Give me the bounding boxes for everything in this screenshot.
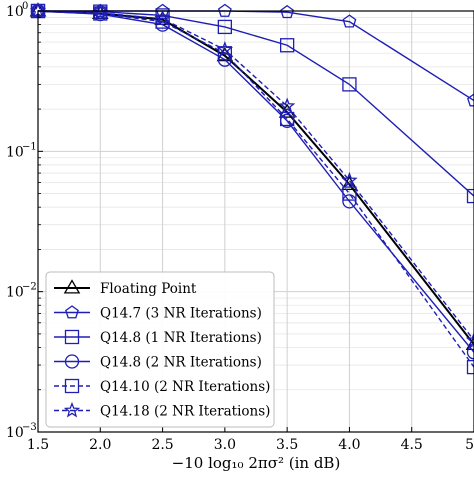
legend-label-5: Q14.18 (2 NR Iterations) — [100, 404, 270, 420]
data-point-series-4 — [468, 361, 474, 374]
x-tick-label: 4.5 — [401, 437, 423, 453]
x-tick-label: 4.0 — [338, 437, 360, 453]
x-tick-label: 5 — [465, 437, 474, 453]
x-tick-label: 3.0 — [214, 437, 236, 453]
legend: Floating Point Q14.7 (3 NR Iterations) Q14… — [46, 272, 274, 427]
legend-label-4: Q14.10 (2 NR Iterations) — [100, 379, 270, 395]
x-tick-label: 2.5 — [151, 437, 173, 453]
x-tick-label: 1.5 — [27, 437, 49, 453]
y-tick-exponent: 0 — [22, 1, 28, 12]
legend-label-0: Floating Point — [100, 281, 197, 297]
series-line-2 — [38, 11, 474, 196]
x-tick-label: 2.0 — [89, 437, 111, 453]
legend-label-3: Q14.8 (2 NR Iterations) — [100, 355, 262, 371]
x-tick-label: 3.5 — [276, 437, 298, 453]
legend-label-2: Q14.8 (1 NR Iterations) — [100, 330, 262, 346]
x-axis-label: −10 log₁₀ 2πσ² (in dB) — [172, 454, 341, 472]
y-tick-exponent: −1 — [22, 141, 37, 152]
legend-label-1: Q14.7 (3 NR Iterations) — [100, 306, 262, 322]
y-tick-exponent: −2 — [22, 282, 37, 293]
y-tick-exponent: −3 — [22, 422, 37, 433]
